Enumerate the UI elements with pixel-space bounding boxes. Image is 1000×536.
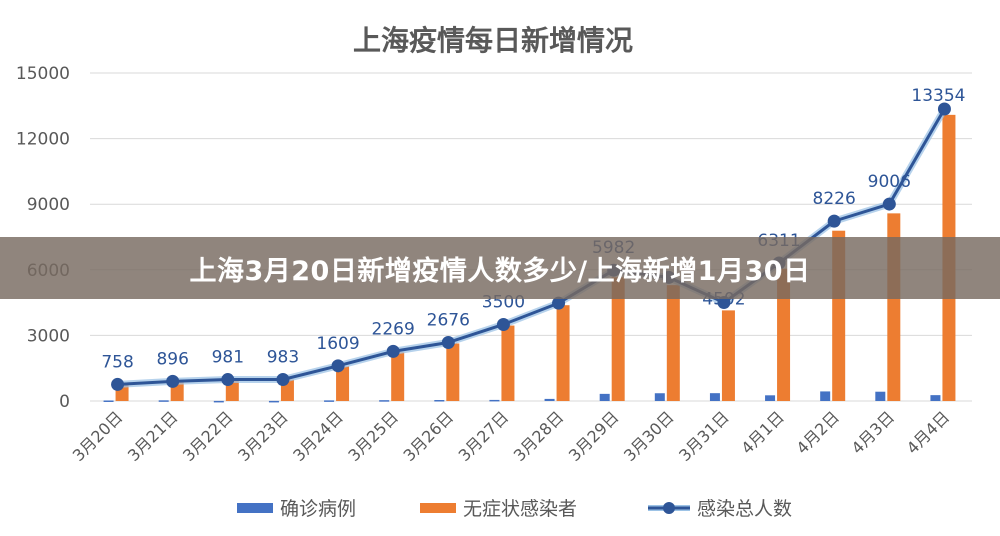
data-label: 2676 <box>427 310 470 330</box>
total-point <box>276 373 290 387</box>
bar-confirmed <box>103 400 114 402</box>
data-label: 896 <box>156 349 188 369</box>
total-point <box>937 102 951 116</box>
y-tick-label: 15000 <box>16 64 70 84</box>
data-label: 1609 <box>316 334 359 354</box>
bar-confirmed <box>654 393 665 401</box>
x-tick-label: 4月4日 <box>903 407 953 457</box>
bar-asymptomatic <box>666 285 680 401</box>
data-label: 983 <box>267 348 299 368</box>
bar-confirmed <box>434 400 445 402</box>
data-label: 2269 <box>372 319 415 339</box>
bar-confirmed <box>709 393 720 401</box>
y-tick-label: 3000 <box>27 326 70 346</box>
bar-asymptomatic <box>611 277 625 401</box>
y-tick-label: 9000 <box>27 195 70 215</box>
x-tick-label: 3月24日 <box>289 407 347 465</box>
total-point <box>552 296 566 310</box>
x-axis-ticks: 3月20日3月21日3月22日3月23日3月24日3月25日3月26日3月27日… <box>69 407 954 465</box>
bar-asymptomatic <box>721 310 735 401</box>
chart-title: 上海疫情每日新增情况 <box>353 24 633 57</box>
legend-label-confirmed: 确诊病例 <box>280 498 356 520</box>
bar-confirmed <box>765 395 776 401</box>
x-tick-label: 3月21日 <box>124 407 182 465</box>
bar-asymptomatic <box>501 325 515 401</box>
total-point <box>827 214 841 228</box>
x-tick-label: 4月2日 <box>793 407 843 457</box>
bar-asymptomatic <box>391 352 405 401</box>
bar-asymptomatic <box>777 268 791 401</box>
y-tick-label: 0 <box>59 392 70 412</box>
x-tick-label: 4月3日 <box>848 407 898 457</box>
bar-confirmed <box>599 393 610 401</box>
bar-confirmed <box>379 400 390 402</box>
legend-swatch-asymptomatic <box>420 503 456 513</box>
total-point <box>386 344 400 358</box>
bar-confirmed <box>213 400 224 403</box>
bar-confirmed <box>875 391 886 401</box>
total-point <box>496 317 510 331</box>
x-tick-label: 3月23日 <box>234 407 292 465</box>
data-label: 9006 <box>868 172 911 192</box>
total-point <box>111 377 125 391</box>
x-tick-label: 3月26日 <box>399 407 457 465</box>
headline-banner: 上海3月20日新增疫情人数多少/上海新增1月30日 <box>0 237 1000 299</box>
x-tick-label: 3月29日 <box>565 407 623 465</box>
bar-confirmed <box>544 398 555 401</box>
x-tick-label: 3月20日 <box>69 407 127 465</box>
legend-label-total: 感染总人数 <box>697 498 792 520</box>
total-point <box>717 296 731 310</box>
x-tick-label: 3月28日 <box>510 407 568 465</box>
bar-confirmed <box>820 391 831 401</box>
y-tick-label: 12000 <box>16 130 70 150</box>
x-tick-label: 4月1日 <box>737 407 787 457</box>
total-point <box>221 373 235 387</box>
data-label: 8226 <box>813 189 856 209</box>
bar-confirmed <box>930 395 941 401</box>
legend-swatch-confirmed <box>237 503 273 513</box>
legend-label-asymptomatic: 无症状感染者 <box>463 498 577 520</box>
total-point <box>166 374 180 388</box>
bar-asymptomatic <box>446 343 460 401</box>
x-tick-label: 3月25日 <box>344 407 402 465</box>
bar-asymptomatic <box>336 366 350 401</box>
legend-marker-total <box>663 502 675 514</box>
x-tick-label: 3月27日 <box>455 407 513 465</box>
bar-confirmed <box>324 400 335 402</box>
data-label: 981 <box>212 348 244 368</box>
bar-confirmed <box>268 400 279 403</box>
total-point <box>331 359 345 373</box>
bar-confirmed <box>158 400 169 402</box>
x-tick-label: 3月22日 <box>179 407 237 465</box>
x-tick-label: 3月31日 <box>675 407 733 465</box>
data-label: 758 <box>101 352 133 372</box>
x-tick-label: 3月30日 <box>620 407 678 465</box>
bar-asymptomatic <box>556 305 570 401</box>
data-label: 13354 <box>911 86 965 106</box>
bar-confirmed <box>489 399 500 402</box>
total-point <box>441 335 455 349</box>
total-point <box>882 197 896 211</box>
headline-text: 上海3月20日新增疫情人数多少/上海新增1月30日 <box>189 255 811 287</box>
legend: 确诊病例 无症状感染者 感染总人数 <box>237 498 792 520</box>
